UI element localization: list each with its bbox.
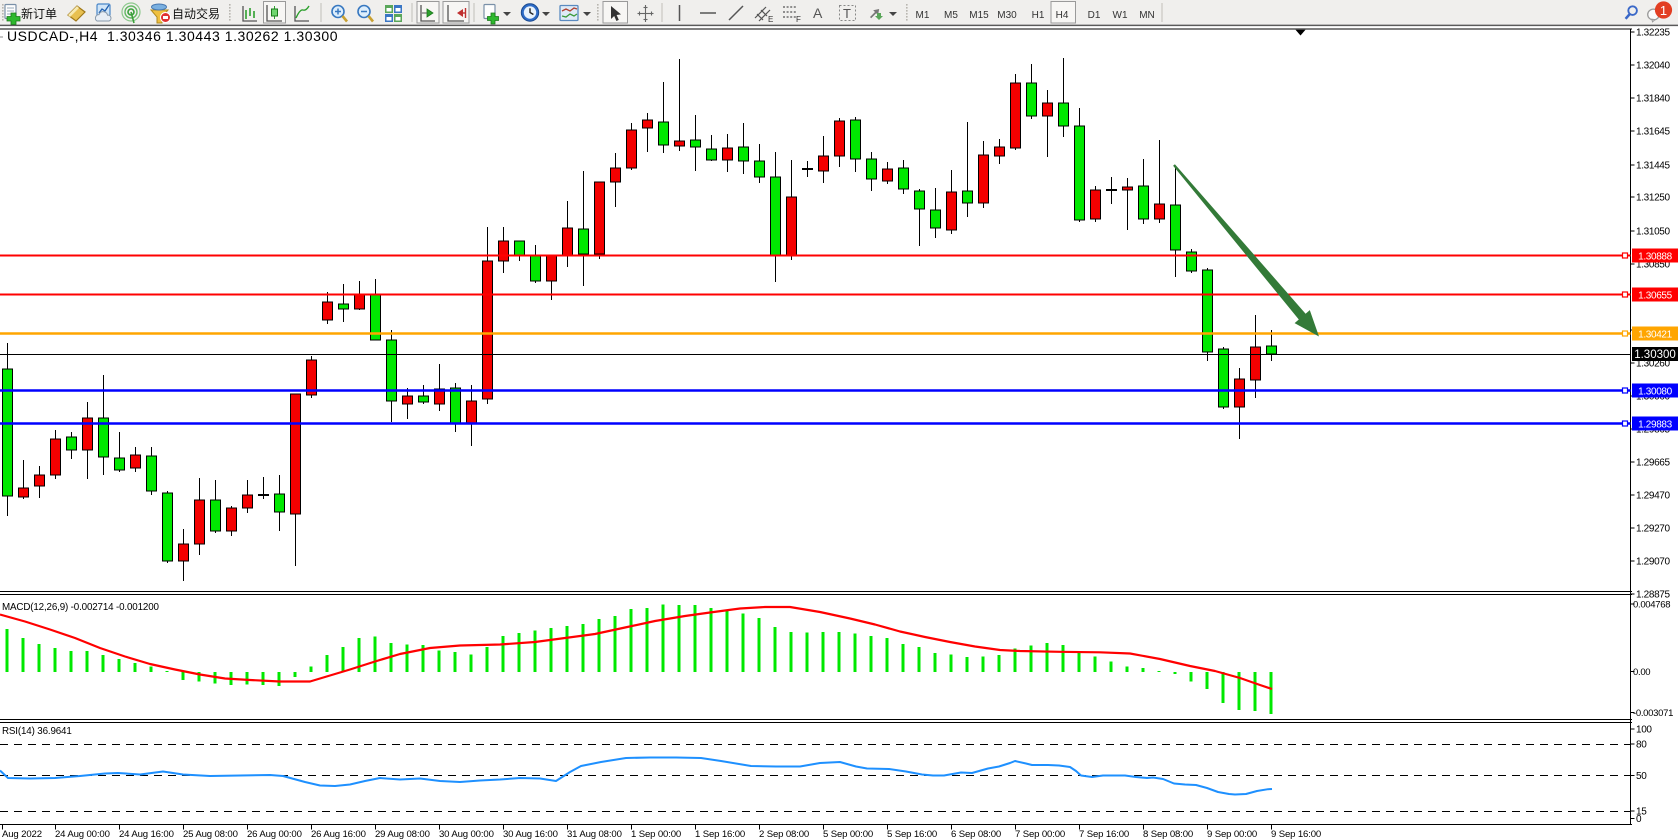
- svg-text:1.28875: 1.28875: [1636, 590, 1670, 601]
- svg-text:新订单: 新订单: [21, 6, 57, 21]
- svg-text:Aug 2022: Aug 2022: [2, 829, 42, 840]
- svg-text:1.31250: 1.31250: [1636, 193, 1670, 204]
- svg-text:M5: M5: [944, 10, 958, 21]
- svg-text:F: F: [796, 15, 801, 24]
- svg-text:W1: W1: [1113, 10, 1128, 21]
- svg-text:9 Sep 16:00: 9 Sep 16:00: [1271, 829, 1321, 840]
- svg-text:0.00: 0.00: [1633, 667, 1650, 678]
- svg-text:T: T: [843, 6, 851, 21]
- svg-text:100: 100: [1636, 725, 1652, 736]
- svg-text:1.29883: 1.29883: [1638, 420, 1672, 431]
- svg-text:2 Sep 08:00: 2 Sep 08:00: [759, 829, 809, 840]
- svg-text:1.29270: 1.29270: [1636, 524, 1670, 535]
- svg-text:31 Aug 08:00: 31 Aug 08:00: [567, 829, 622, 840]
- svg-text:H4: H4: [1056, 10, 1069, 21]
- svg-text:1.29470: 1.29470: [1636, 491, 1670, 502]
- svg-text:1.31645: 1.31645: [1636, 127, 1670, 138]
- svg-text:1.30080: 1.30080: [1638, 387, 1672, 398]
- svg-text:1: 1: [1660, 3, 1667, 18]
- svg-text:50: 50: [1636, 771, 1647, 782]
- svg-text:M15: M15: [969, 10, 989, 21]
- svg-text:0: 0: [1636, 814, 1642, 825]
- svg-text:1.29070: 1.29070: [1636, 557, 1670, 568]
- svg-text:29 Aug 08:00: 29 Aug 08:00: [375, 829, 430, 840]
- svg-text:M30: M30: [997, 10, 1017, 21]
- svg-text:9 Sep 00:00: 9 Sep 00:00: [1207, 829, 1257, 840]
- svg-text:自动交易: 自动交易: [172, 6, 220, 21]
- svg-text:E: E: [768, 15, 773, 24]
- svg-text:M1: M1: [916, 10, 930, 21]
- svg-text:1.31840: 1.31840: [1636, 94, 1670, 105]
- svg-text:1.30300: 1.30300: [1634, 349, 1676, 361]
- svg-text:26 Aug 16:00: 26 Aug 16:00: [311, 829, 366, 840]
- svg-text:80: 80: [1636, 740, 1647, 751]
- svg-text:24 Aug 00:00: 24 Aug 00:00: [55, 829, 110, 840]
- svg-text:1 Sep 16:00: 1 Sep 16:00: [695, 829, 745, 840]
- svg-text:5 Sep 00:00: 5 Sep 00:00: [823, 829, 873, 840]
- svg-text:D1: D1: [1088, 10, 1101, 21]
- svg-text:1.30655: 1.30655: [1638, 291, 1672, 302]
- svg-text:1 Sep 00:00: 1 Sep 00:00: [631, 829, 681, 840]
- svg-text:25 Aug 08:00: 25 Aug 08:00: [183, 829, 238, 840]
- svg-text:5 Sep 16:00: 5 Sep 16:00: [887, 829, 937, 840]
- svg-text:1.30888: 1.30888: [1638, 252, 1672, 263]
- svg-text:A: A: [813, 5, 823, 21]
- svg-text:24 Aug 16:00: 24 Aug 16:00: [119, 829, 174, 840]
- svg-text:8 Sep 08:00: 8 Sep 08:00: [1143, 829, 1193, 840]
- svg-text:MN: MN: [1139, 10, 1155, 21]
- svg-text:1.31050: 1.31050: [1636, 227, 1670, 238]
- svg-text:1.30421: 1.30421: [1638, 330, 1672, 341]
- svg-text:30 Aug 16:00: 30 Aug 16:00: [503, 829, 558, 840]
- svg-text:1.32235: 1.32235: [1636, 28, 1670, 39]
- svg-text:15: 15: [1636, 807, 1647, 818]
- svg-text:-0.003071: -0.003071: [1633, 708, 1673, 719]
- svg-text:USDCAD-,H4 1.30346 1.30443 1.: USDCAD-,H4 1.30346 1.30443 1.30262 1.303…: [7, 28, 338, 44]
- svg-text:26 Aug 00:00: 26 Aug 00:00: [247, 829, 302, 840]
- svg-text:30 Aug 00:00: 30 Aug 00:00: [439, 829, 494, 840]
- svg-text:1.30260: 1.30260: [1636, 359, 1670, 370]
- svg-text:1.32040: 1.32040: [1636, 61, 1670, 72]
- svg-text:H1: H1: [1032, 10, 1045, 21]
- svg-text:1.29665: 1.29665: [1636, 458, 1670, 469]
- svg-text:7 Sep 16:00: 7 Sep 16:00: [1079, 829, 1129, 840]
- svg-text:MACD(12,26,9) -0.002714 -0.001: MACD(12,26,9) -0.002714 -0.001200: [2, 602, 160, 613]
- svg-text:1.31445: 1.31445: [1636, 161, 1670, 172]
- svg-text:RSI(14) 36.9641: RSI(14) 36.9641: [2, 726, 72, 737]
- svg-text:1.30850: 1.30850: [1636, 260, 1670, 271]
- svg-text:6 Sep 08:00: 6 Sep 08:00: [951, 829, 1001, 840]
- svg-text:0.004768: 0.004768: [1633, 600, 1670, 611]
- svg-text:7 Sep 00:00: 7 Sep 00:00: [1015, 829, 1065, 840]
